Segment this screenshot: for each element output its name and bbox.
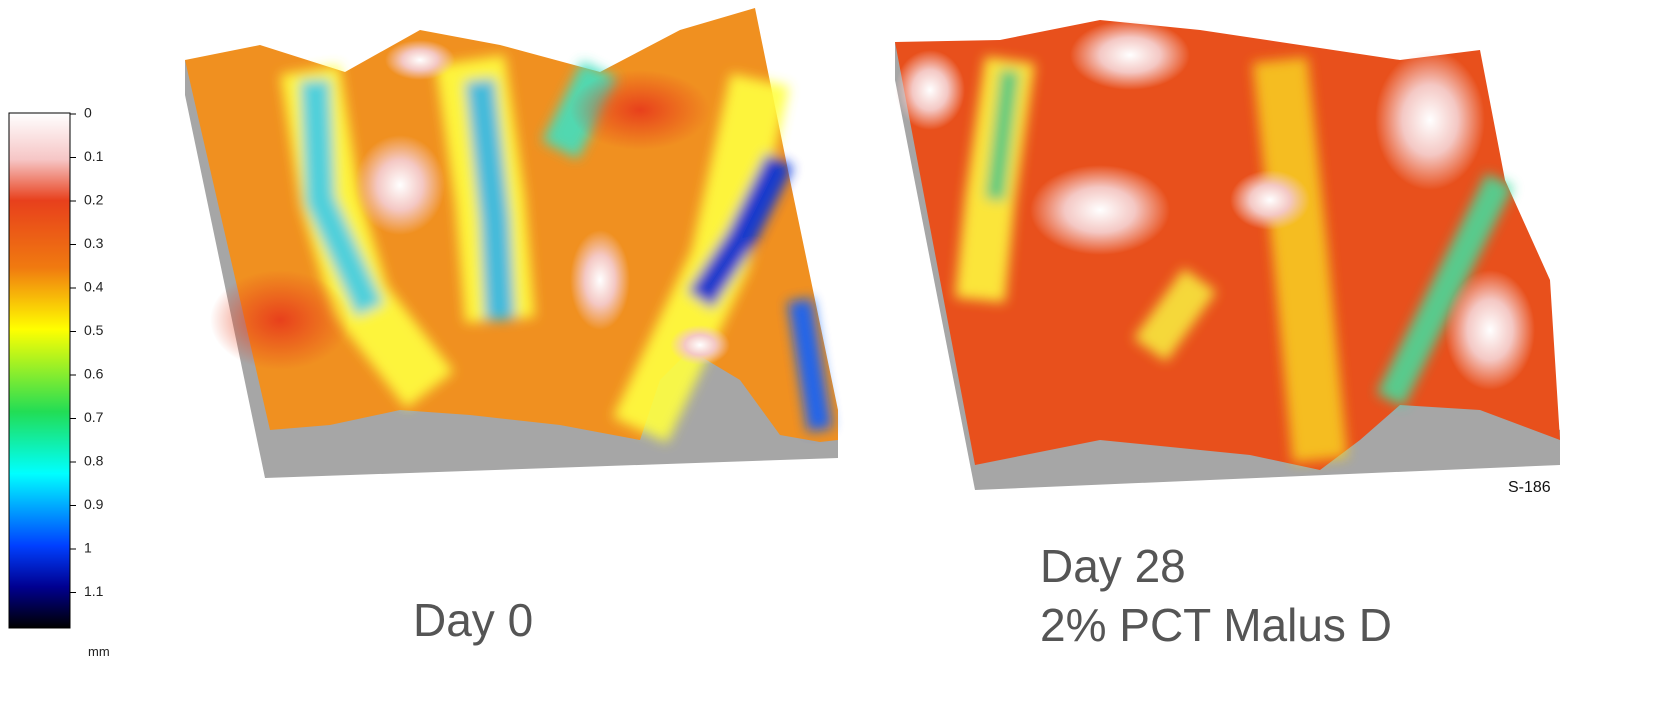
surface-day0 <box>185 8 838 478</box>
panel-label: Day 28 <box>1040 540 1186 592</box>
panel-label: Day 0 <box>413 594 533 646</box>
colorbar-tick-label: 0.7 <box>84 409 104 425</box>
colorbar-tick-label: 0.9 <box>84 496 104 512</box>
colorbar-tick-label: 0.5 <box>84 322 104 338</box>
colorbar-tick-label: 0.3 <box>84 235 104 251</box>
colorbar-tick-label: 0.8 <box>84 453 104 469</box>
colorbar-tick-label: 1.1 <box>84 583 104 599</box>
colorbar-ticks: 0 0.1 0.2 0.3 0.4 0.5 0.6 0.7 0.8 0.9 1 1.1 <box>70 105 104 599</box>
colorbar <box>8 112 71 629</box>
colorbar-tick-label: 0.4 <box>84 279 104 295</box>
colorbar-tick-label: 0.6 <box>84 366 104 382</box>
panel-label: 2% PCT Malus D <box>1040 599 1392 651</box>
colorbar-tick-label: 0.2 <box>84 192 104 208</box>
figure-code: S-186 <box>1508 479 1551 496</box>
colorbar-tick-label: 1 <box>84 540 92 556</box>
surface-day28 <box>895 20 1560 490</box>
colorbar-tick-label: 0 <box>84 105 92 121</box>
colorbar-tick-label: 0.1 <box>84 148 104 164</box>
unit-label: mm <box>88 644 110 659</box>
